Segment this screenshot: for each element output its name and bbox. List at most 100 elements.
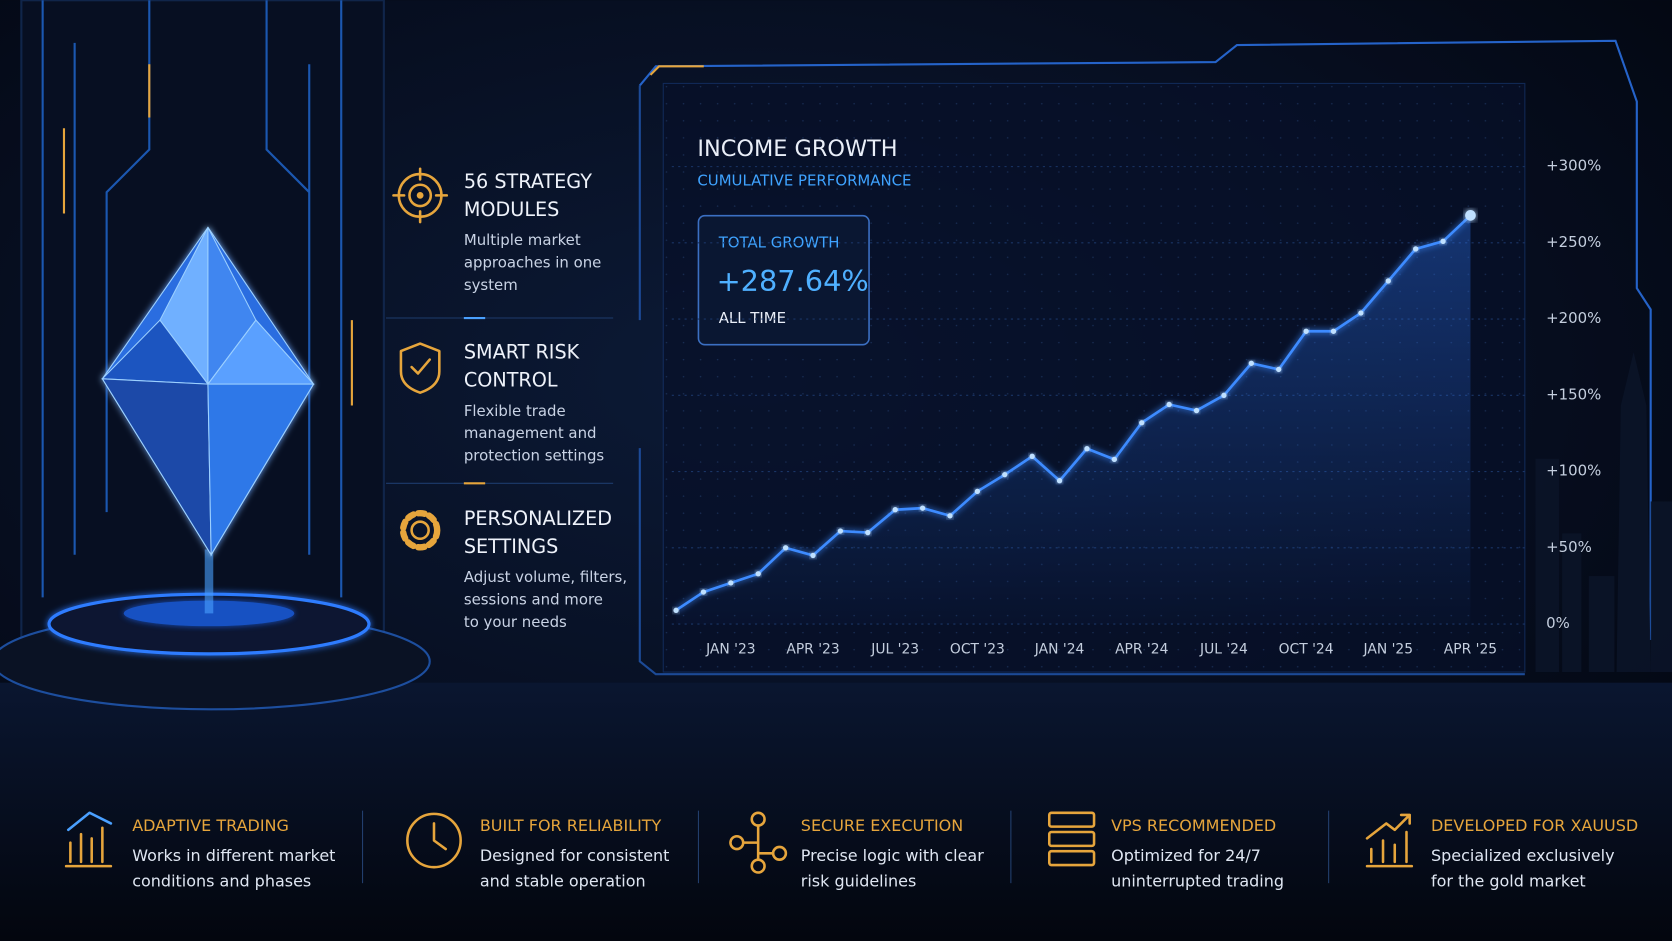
- feature-description: management and: [464, 424, 597, 442]
- highlight-text: Works in different market: [132, 846, 335, 865]
- point: [1358, 310, 1364, 316]
- icon-server: [1047, 811, 1096, 867]
- x-tick-label: OCT '24: [1279, 642, 1334, 658]
- feature-title: 56 STRATEGY: [464, 170, 592, 193]
- point: [919, 505, 926, 511]
- point: [892, 507, 898, 513]
- icon-growth: [1365, 813, 1414, 868]
- point: [1413, 246, 1419, 252]
- chart-title: INCOME GROWTH: [697, 136, 897, 162]
- y-tick-label: 0%: [1546, 614, 1570, 632]
- highlight-text: uninterrupted trading: [1111, 872, 1284, 891]
- feature-description: Adjust volume, filters,: [464, 568, 627, 586]
- y-tick-label: +150%: [1546, 385, 1601, 403]
- point: [1276, 366, 1282, 373]
- area: [676, 215, 1471, 625]
- point: [1193, 407, 1200, 414]
- total-growth-label: TOTAL GROWTH: [718, 233, 840, 251]
- feature-description: Flexible trade: [464, 402, 566, 420]
- point: [1166, 401, 1172, 408]
- point: [1248, 360, 1254, 366]
- highlight-title: VPS RECOMMENDED: [1111, 816, 1276, 835]
- icon-target: [392, 167, 449, 224]
- x-tick-label: OCT '23: [950, 642, 1005, 658]
- y-tick-label: +100%: [1546, 462, 1601, 480]
- point: [1303, 328, 1309, 334]
- x-tick-label: JUL '23: [870, 642, 919, 658]
- total-growth-card: [697, 214, 870, 346]
- point: [1221, 392, 1227, 398]
- feature-description: approaches in one: [464, 254, 602, 272]
- x-tick-label: APR '25: [1444, 642, 1497, 658]
- feature-title: PERSONALIZED: [464, 507, 612, 530]
- feature-title: SMART RISK: [464, 341, 580, 364]
- y-tick-label: +300%: [1546, 157, 1601, 175]
- y-tick-label: +50%: [1546, 538, 1592, 556]
- point: [728, 580, 734, 586]
- highlight-text: and stable operation: [480, 872, 646, 891]
- highlight-text: risk guidelines: [801, 872, 917, 891]
- x-tick-label: APR '23: [786, 642, 839, 658]
- feature-separators: [386, 316, 614, 485]
- highlight-title: BUILT FOR RELIABILITY: [480, 816, 662, 835]
- feature-description: to your needs: [464, 613, 567, 631]
- x-tick-label: APR '24: [1115, 642, 1169, 658]
- feature-description: Multiple market: [464, 231, 581, 249]
- point: [1029, 453, 1035, 459]
- highlight-title: DEVELOPED FOR XAUUSD: [1431, 816, 1638, 835]
- point: [810, 552, 816, 559]
- icon-gear: [399, 509, 441, 551]
- bottom-dividers: [362, 810, 1330, 884]
- total-growth-period: ALL TIME: [719, 309, 786, 327]
- total-growth-value: +287.64%: [717, 264, 869, 298]
- point: [1440, 238, 1446, 244]
- x-tick-label: JAN '25: [1363, 642, 1414, 658]
- point: [1385, 278, 1391, 284]
- skyline: [1535, 352, 1672, 673]
- chart-subtitle: CUMULATIVE PERFORMANCE: [697, 172, 911, 190]
- point: [947, 513, 953, 519]
- feature-title: MODULES: [464, 198, 559, 221]
- y-tick-label: +250%: [1546, 233, 1601, 251]
- point: [673, 607, 679, 613]
- point: [1139, 420, 1145, 426]
- highlight-text: conditions and phases: [132, 872, 311, 891]
- highlight-text: Optimized for 24/7: [1111, 846, 1261, 865]
- point: [1002, 471, 1008, 478]
- point: [837, 528, 844, 534]
- feature-title: CONTROL: [464, 368, 558, 391]
- feature-title: SETTINGS: [464, 535, 558, 558]
- icon-nodes: [729, 811, 788, 874]
- highlight-title: SECURE EXECUTION: [801, 816, 963, 835]
- point: [755, 571, 761, 577]
- point: [1111, 456, 1118, 463]
- icon-shield: [399, 342, 441, 394]
- point: [865, 529, 871, 536]
- y-tick-label: +200%: [1546, 309, 1601, 327]
- feature-description: sessions and more: [464, 591, 603, 609]
- point: [1056, 478, 1063, 484]
- pedestal: [0, 549, 431, 711]
- highlight-text: Specialized exclusively: [1431, 846, 1615, 865]
- point: [1084, 446, 1090, 452]
- highlight-title: ADAPTIVE TRADING: [132, 816, 289, 835]
- icon-bars: [64, 811, 113, 868]
- point: [782, 545, 789, 551]
- feature-description: protection settings: [464, 447, 605, 465]
- point: [1465, 210, 1476, 221]
- point: [974, 488, 981, 495]
- line: [675, 214, 1472, 612]
- highlight-text: Precise logic with clear: [801, 846, 984, 865]
- highlight-text: Designed for consistent: [480, 846, 670, 865]
- icon-clock: [406, 812, 462, 869]
- x-tick-label: JAN '24: [1034, 642, 1085, 658]
- highlight-text: for the gold market: [1431, 872, 1586, 891]
- point: [700, 589, 707, 595]
- floor: [0, 682, 1672, 941]
- feature-description: system: [464, 276, 518, 294]
- point: [1330, 328, 1337, 334]
- diamond: [101, 226, 315, 557]
- x-tick-label: JAN '23: [705, 642, 756, 658]
